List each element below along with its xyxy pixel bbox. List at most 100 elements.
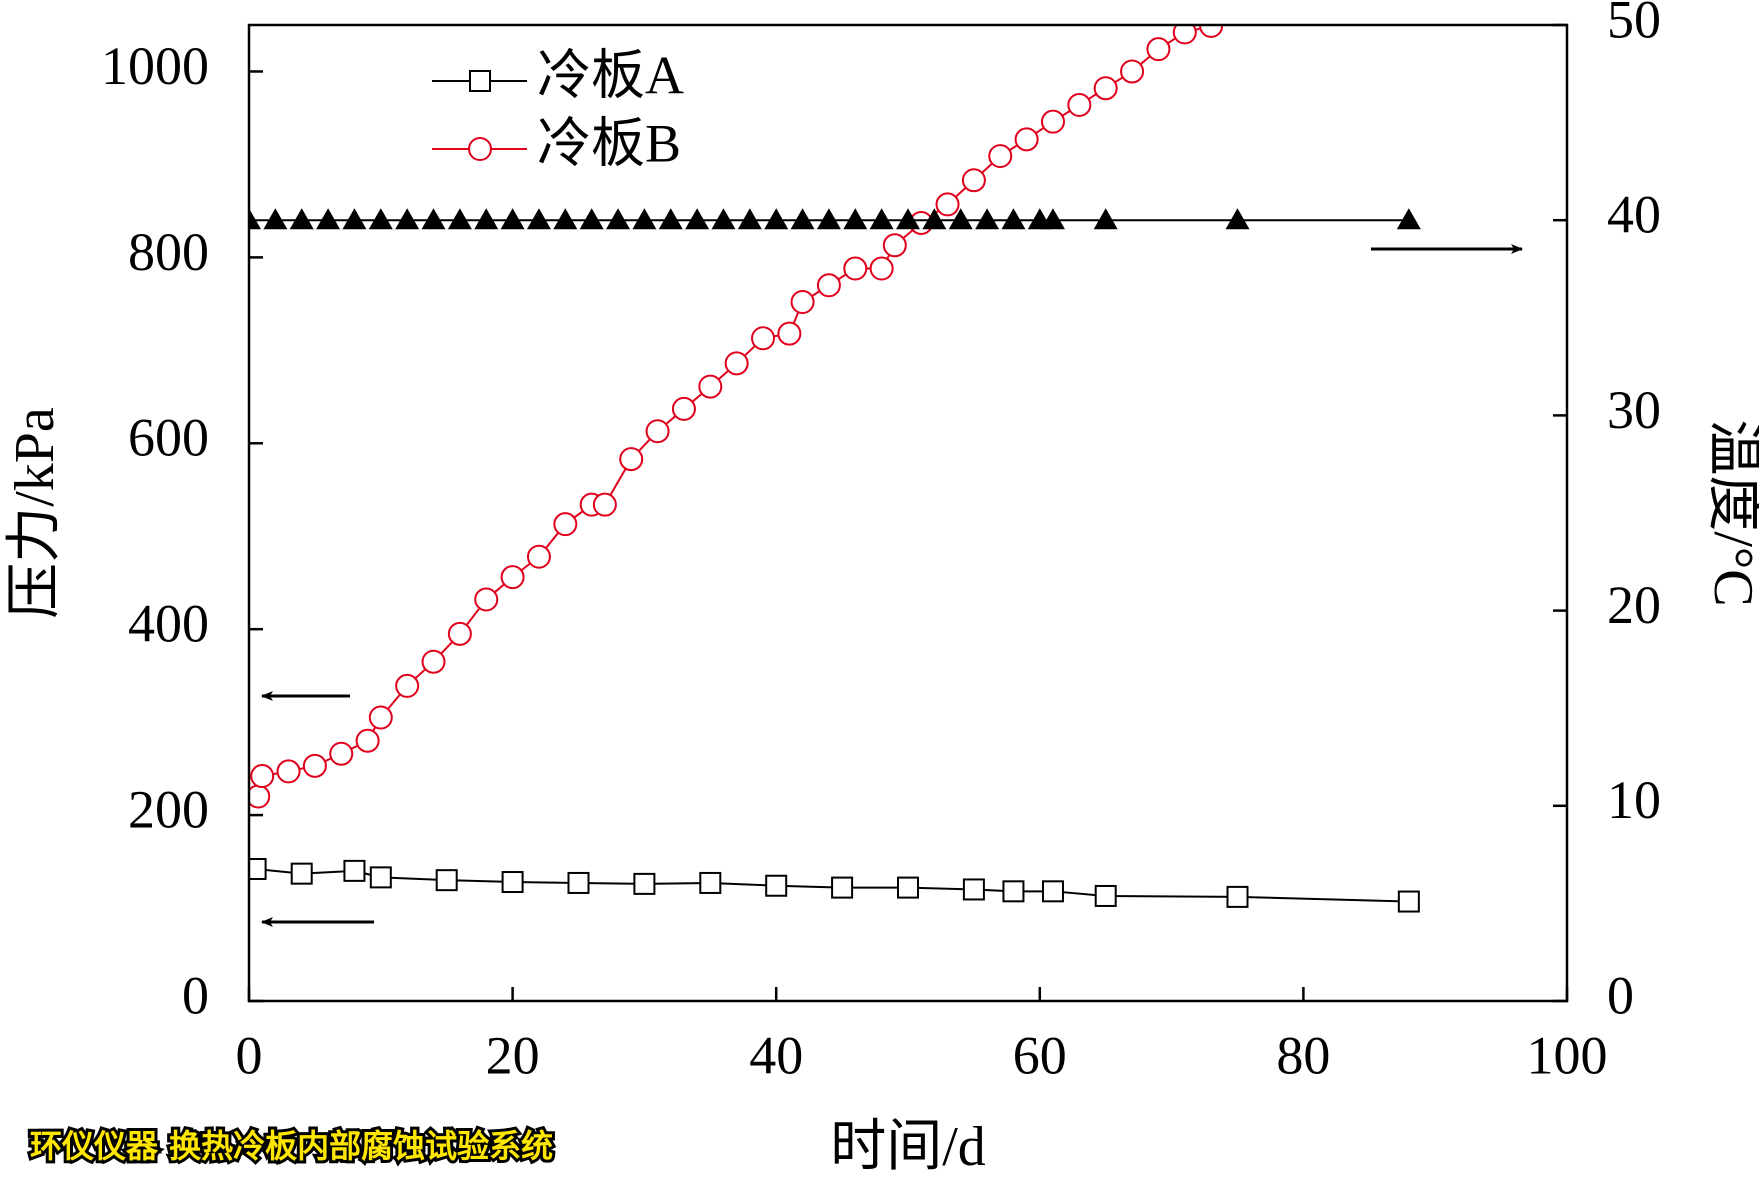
- marker: [355, 728, 380, 753]
- marker: [368, 705, 393, 730]
- legend-label: 冷板A: [537, 45, 684, 105]
- marker: [698, 374, 723, 399]
- marker: [935, 192, 960, 217]
- marker: [435, 869, 458, 892]
- marker: [579, 208, 604, 230]
- y2-tick-label: 30: [1607, 380, 1661, 440]
- marker: [777, 321, 802, 346]
- marker: [1041, 880, 1064, 903]
- marker: [869, 208, 894, 230]
- marker: [790, 208, 815, 230]
- marker: [1067, 92, 1092, 117]
- marker: [526, 544, 551, 569]
- marker: [500, 565, 525, 590]
- y-tick-label: 400: [128, 594, 209, 654]
- marker: [289, 208, 314, 230]
- marker: [1172, 25, 1197, 45]
- marker: [1093, 76, 1118, 101]
- series-line: [257, 25, 1212, 797]
- marker: [1397, 890, 1420, 913]
- watermark: 环仪仪器 换热冷板内部腐蚀试验系统: [30, 1127, 553, 1165]
- marker: [619, 447, 644, 472]
- y2-tick-label: 40: [1607, 185, 1661, 245]
- marker: [316, 208, 341, 230]
- marker: [474, 208, 499, 230]
- marker: [790, 289, 815, 314]
- marker: [816, 273, 841, 298]
- marker: [1001, 208, 1026, 230]
- marker: [765, 874, 788, 897]
- marker: [249, 858, 267, 881]
- marker: [711, 208, 736, 230]
- marker: [395, 673, 420, 698]
- marker: [249, 208, 261, 230]
- marker: [948, 208, 973, 230]
- marker: [897, 876, 919, 899]
- marker: [1093, 208, 1118, 230]
- marker: [1396, 208, 1421, 230]
- marker: [526, 208, 551, 230]
- marker: [302, 753, 327, 778]
- marker: [368, 208, 393, 230]
- marker: [1040, 109, 1065, 134]
- marker: [263, 208, 288, 230]
- marker: [553, 512, 578, 537]
- marker: [896, 208, 920, 230]
- plot-frame: [247, 23, 1569, 1003]
- legend-label: 冷板B: [537, 113, 681, 173]
- y2-tick-label: 50: [1607, 0, 1661, 49]
- marker: [685, 208, 710, 230]
- y-tick-label: 800: [128, 222, 209, 282]
- marker: [724, 351, 749, 376]
- y-tick-label: 600: [128, 408, 209, 468]
- marker: [843, 256, 868, 281]
- marker: [606, 208, 631, 230]
- x-tick-label: 40: [749, 1025, 803, 1085]
- x-tick-label: 20: [486, 1025, 540, 1085]
- marker: [1002, 880, 1025, 903]
- x-axis-label: 时间/d: [830, 1116, 986, 1178]
- y-axis-label: 压力/kPa: [4, 407, 66, 619]
- marker: [658, 208, 683, 230]
- y2-tick-label: 0: [1607, 965, 1634, 1025]
- marker: [1226, 885, 1249, 908]
- marker: [369, 866, 392, 889]
- marker: [276, 759, 301, 784]
- marker: [632, 208, 657, 230]
- marker: [882, 233, 907, 258]
- marker: [501, 871, 524, 894]
- y2-tick-label: 20: [1607, 575, 1661, 635]
- marker: [329, 741, 354, 766]
- marker: [474, 587, 499, 612]
- marker: [922, 208, 947, 230]
- marker: [988, 144, 1013, 169]
- marker: [671, 396, 696, 421]
- marker: [342, 208, 367, 230]
- marker: [831, 876, 854, 899]
- marker: [447, 621, 472, 646]
- marker: [764, 208, 789, 230]
- y-tick-label: 200: [128, 779, 209, 839]
- y2-tick-label: 10: [1607, 770, 1661, 830]
- marker: [961, 168, 986, 193]
- marker: [290, 862, 313, 885]
- x-tick-label: 60: [1013, 1025, 1067, 1085]
- x-tick-label: 0: [236, 1025, 263, 1085]
- marker: [751, 326, 776, 351]
- marker: [816, 208, 841, 230]
- marker: [1014, 127, 1039, 152]
- marker: [468, 137, 492, 161]
- marker: [553, 208, 578, 230]
- x-tick-label: 80: [1276, 1025, 1330, 1085]
- marker: [421, 649, 446, 674]
- plot-area: 0 20 40 60 80 1000200400600800100001020304050…: [101, 0, 1661, 1085]
- marker: [1120, 59, 1145, 84]
- marker: [343, 859, 366, 882]
- marker: [447, 208, 472, 230]
- marker: [1146, 37, 1171, 62]
- marker: [421, 208, 446, 230]
- y2-axis-label: 温度/°C: [1702, 419, 1759, 606]
- marker: [249, 784, 271, 809]
- series-layer: [249, 25, 1421, 913]
- marker: [395, 208, 420, 230]
